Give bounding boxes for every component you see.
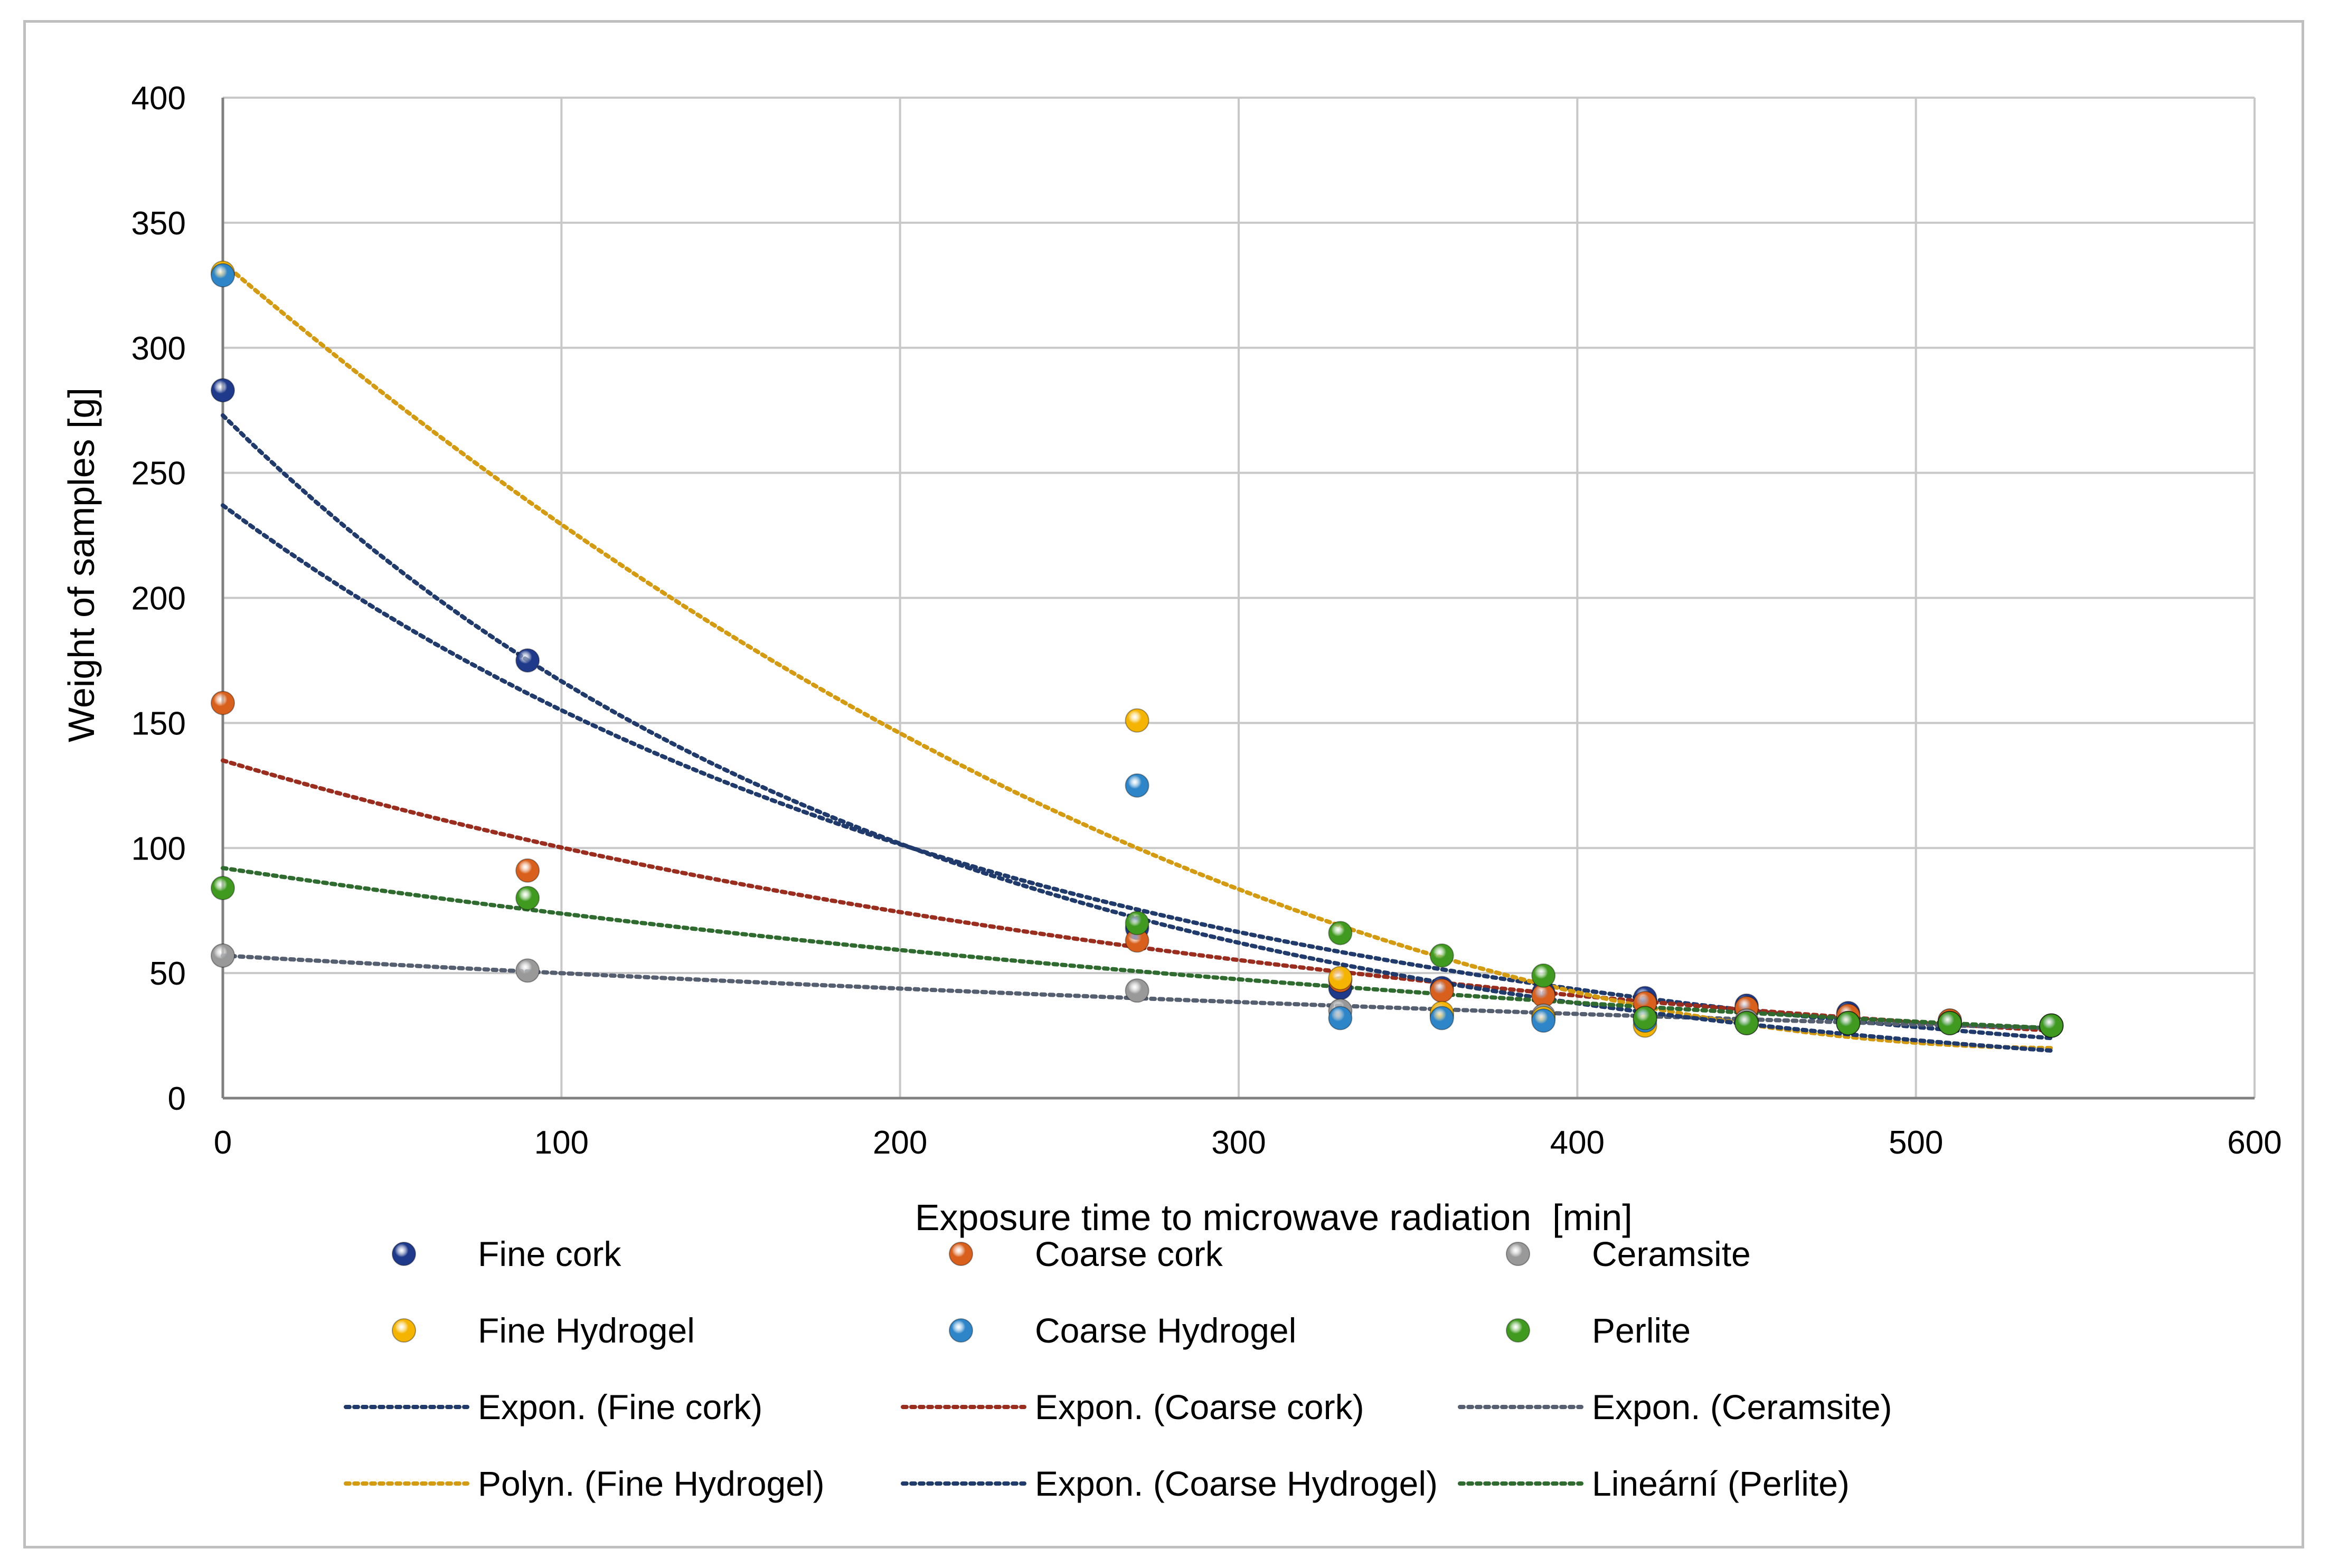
y-axis-title: Weight of samples [g] bbox=[61, 388, 102, 742]
x-tick-label: 600 bbox=[2227, 1125, 2281, 1161]
y-tick-label: 250 bbox=[131, 456, 186, 492]
data-point bbox=[1430, 1006, 1454, 1029]
data-point bbox=[1126, 774, 1149, 797]
y-tick-label: 50 bbox=[149, 956, 186, 992]
legend-label: Polyn. (Fine Hydrogel) bbox=[478, 1464, 825, 1503]
data-point bbox=[211, 876, 234, 900]
x-tick-label: 300 bbox=[1211, 1125, 1266, 1161]
y-tick-label: 300 bbox=[131, 330, 186, 367]
data-point bbox=[1328, 967, 1352, 990]
data-point bbox=[1735, 1012, 1758, 1035]
data-point bbox=[1634, 1006, 1657, 1029]
legend-marker bbox=[1506, 1319, 1530, 1342]
legend-marker bbox=[949, 1319, 973, 1342]
legend-label: Fine cork bbox=[478, 1234, 621, 1273]
trendline-5 bbox=[223, 415, 2051, 1051]
legend-marker bbox=[1506, 1242, 1530, 1265]
data-point bbox=[1532, 1009, 1555, 1032]
legend-label: Lineární (Perlite) bbox=[1592, 1464, 1850, 1503]
legend-label: Ceramsite bbox=[1592, 1234, 1751, 1273]
data-point bbox=[1126, 911, 1149, 934]
data-point bbox=[211, 379, 234, 402]
legend-label: Coarse Hydrogel bbox=[1035, 1311, 1296, 1350]
legend-marker bbox=[392, 1242, 416, 1265]
data-point bbox=[211, 691, 234, 714]
trendline-1 bbox=[223, 505, 2051, 1038]
data-point bbox=[211, 944, 234, 967]
data-point bbox=[1328, 1006, 1352, 1029]
legend-label: Expon. (Coarse cork) bbox=[1035, 1387, 1364, 1427]
data-point bbox=[1328, 921, 1352, 944]
legend-label: Coarse cork bbox=[1035, 1234, 1223, 1273]
chart-svg: 0 50 100 150 200 250 300 350 400 0 100 200 300 400 500… bbox=[0, 0, 2329, 1568]
data-point bbox=[516, 886, 539, 910]
data-point bbox=[516, 859, 539, 882]
y-tick-label: 200 bbox=[131, 581, 186, 617]
x-axis-unit: [min] bbox=[1552, 1197, 1633, 1238]
legend: Fine cork Coarse cork Ceramsite Fine Hydrog… bbox=[346, 1234, 1892, 1503]
data-point bbox=[1126, 709, 1149, 732]
legend-label: Perlite bbox=[1592, 1311, 1691, 1350]
legend-label: Expon. (Coarse Hydrogel) bbox=[1035, 1464, 1438, 1503]
data-point bbox=[516, 649, 539, 672]
legend-label: Expon. (Fine cork) bbox=[478, 1387, 762, 1427]
data-point bbox=[1430, 944, 1454, 967]
x-tick-label: 200 bbox=[873, 1125, 927, 1161]
grid-layer bbox=[223, 98, 2255, 1098]
data-point bbox=[1126, 979, 1149, 1002]
y-tick-label: 350 bbox=[131, 205, 186, 242]
data-point bbox=[1430, 979, 1454, 1002]
y-tick-label: 100 bbox=[131, 830, 186, 867]
x-tick-label: 0 bbox=[214, 1125, 232, 1161]
y-tick-label: 0 bbox=[168, 1081, 186, 1117]
data-point bbox=[2040, 1014, 2063, 1037]
axis-layer: 0 50 100 150 200 250 300 350 400 0 100 200 300 400 500… bbox=[131, 80, 2282, 1161]
x-axis-title: Exposure time to microwave radiation bbox=[915, 1197, 1531, 1238]
legend-marker bbox=[949, 1242, 973, 1265]
x-tick-label: 100 bbox=[534, 1125, 589, 1161]
legend-label: Fine Hydrogel bbox=[478, 1311, 695, 1350]
x-tick-label: 500 bbox=[1889, 1125, 1943, 1161]
data-point bbox=[516, 959, 539, 982]
y-tick-label: 400 bbox=[131, 80, 186, 117]
data-point bbox=[1836, 1012, 1860, 1035]
point-layer bbox=[211, 261, 2063, 1037]
data-point bbox=[1938, 1012, 1962, 1035]
data-point bbox=[211, 263, 234, 287]
data-point bbox=[1532, 964, 1555, 987]
legend-label: Expon. (Ceramsite) bbox=[1592, 1387, 1892, 1427]
x-tick-label: 400 bbox=[1550, 1125, 1605, 1161]
legend-marker bbox=[392, 1319, 416, 1342]
y-tick-label: 150 bbox=[131, 705, 186, 742]
